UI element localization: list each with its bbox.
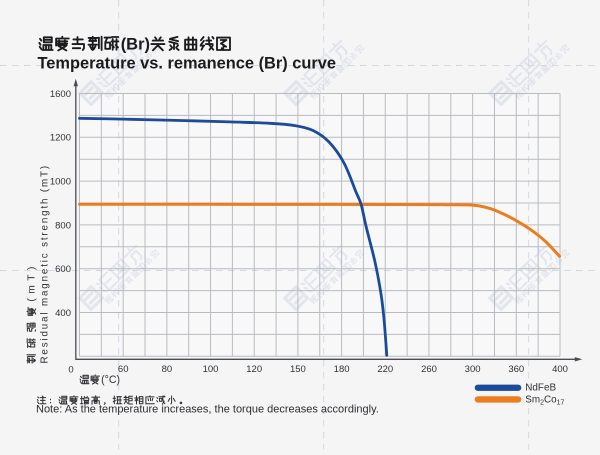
svg-text:300: 300 (465, 364, 481, 375)
svg-text:80: 80 (162, 364, 173, 375)
svg-text:120: 120 (246, 364, 262, 375)
svg-text:1200: 1200 (50, 133, 71, 144)
svg-text:600: 600 (55, 264, 71, 275)
svg-text:(Br): (Br) (121, 35, 150, 53)
svg-text:(°C): (°C) (101, 374, 120, 386)
svg-text:Sm2Co17: Sm2Co17 (525, 394, 564, 406)
svg-text:(mT): (mT) (27, 262, 38, 302)
svg-text:260: 260 (421, 364, 437, 375)
svg-text:0: 0 (68, 364, 73, 375)
svg-text:Residual magnetic strength (mT: Residual magnetic strength (mT) (40, 164, 51, 363)
svg-text:100: 100 (203, 364, 219, 375)
svg-text:NdFeB: NdFeB (525, 383, 556, 394)
svg-text:Note: As the temperature incre: Note: As the temperature increases, the … (36, 403, 379, 415)
svg-text:Temperature vs. remanence (Br): Temperature vs. remanence (Br) curve (38, 55, 337, 73)
svg-text:360: 360 (508, 364, 524, 375)
svg-text:180: 180 (334, 364, 350, 375)
svg-text:60: 60 (118, 364, 129, 375)
svg-text:400: 400 (552, 364, 568, 375)
svg-text:800: 800 (55, 220, 71, 231)
svg-text:1600: 1600 (50, 89, 71, 100)
svg-text:1000: 1000 (50, 177, 71, 188)
svg-text:400: 400 (55, 308, 71, 319)
svg-text:150: 150 (290, 364, 306, 375)
svg-text:220: 220 (377, 364, 393, 375)
